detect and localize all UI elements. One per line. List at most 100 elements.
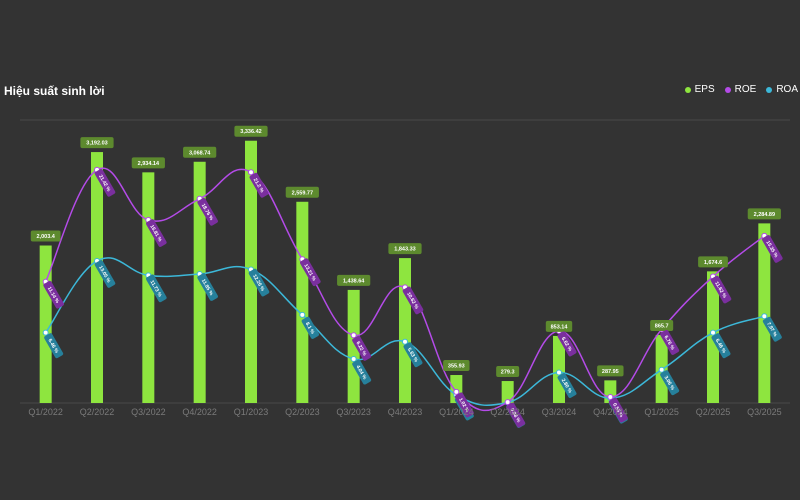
x-tick-label: Q2/2022 bbox=[80, 407, 115, 417]
line-label-box bbox=[300, 258, 321, 287]
x-tick-label: Q3/2024 bbox=[542, 407, 577, 417]
legend-label-eps: EPS bbox=[694, 84, 715, 95]
point-roe bbox=[504, 399, 511, 406]
bar-label-text: 3,192.03 bbox=[86, 141, 107, 147]
point-roa bbox=[761, 313, 768, 320]
x-tick-label: Q3/2022 bbox=[131, 407, 166, 417]
legend-swatch-roe bbox=[724, 86, 731, 93]
bar-label-text: 3,336.42 bbox=[240, 129, 261, 135]
line-label-box bbox=[44, 333, 64, 359]
x-tick-label: Q1/2024 bbox=[439, 407, 474, 417]
legend-label-roe: ROE bbox=[734, 84, 757, 95]
legend-item-roa[interactable]: ROA bbox=[766, 84, 798, 95]
line-label-box bbox=[249, 172, 269, 198]
bar-label-eps: 279.3 bbox=[496, 366, 520, 378]
chart-title: Hiệu suất sinh lời bbox=[4, 84, 105, 98]
line-label-box bbox=[352, 335, 372, 361]
bar-eps bbox=[758, 223, 771, 403]
bar-label-box bbox=[285, 186, 319, 198]
bar-label-eps: 853.14 bbox=[545, 320, 573, 332]
bar-label-box bbox=[131, 157, 165, 169]
point-roe bbox=[248, 169, 254, 176]
point-roa bbox=[556, 369, 562, 376]
line-label-box bbox=[146, 219, 167, 247]
bar-label-text: 2,284.89 bbox=[754, 212, 775, 218]
bar-label-eps: 865.7 bbox=[650, 319, 674, 331]
bar-label-eps: 3,336.42 bbox=[234, 125, 268, 137]
bar-label-text: 2,003.4 bbox=[36, 234, 55, 240]
line-label-box bbox=[301, 316, 319, 339]
x-tick-label: Q1/2022 bbox=[28, 407, 63, 417]
legend-item-eps[interactable]: EPS bbox=[684, 84, 715, 95]
bar-label-text: 1,674.6 bbox=[704, 260, 722, 266]
x-tick-label: Q2/2023 bbox=[285, 407, 320, 417]
bar-label-eps: 3,192.03 bbox=[80, 137, 114, 149]
legend: EPS ROE ROA bbox=[684, 84, 798, 95]
line-label-roa: 8.1 % bbox=[301, 316, 319, 339]
bar-label-text: 853.14 bbox=[551, 324, 569, 330]
bar-label-box bbox=[80, 137, 114, 149]
line-label-box bbox=[403, 342, 423, 368]
line-label-text: 8.1 % bbox=[304, 321, 316, 336]
bar-label-text: 3,068.74 bbox=[189, 150, 211, 156]
bar-label-eps: 287.95 bbox=[597, 365, 624, 377]
line-label-box bbox=[711, 333, 731, 359]
bar-eps bbox=[91, 152, 103, 403]
bar-label-eps: 1,843.33 bbox=[388, 243, 422, 255]
bar-label-text: 1,843.33 bbox=[394, 247, 415, 253]
line-label-box bbox=[710, 275, 732, 304]
x-tick-label: Q4/2022 bbox=[182, 407, 217, 417]
point-roa bbox=[42, 329, 49, 336]
bar-label-text: 2,559.77 bbox=[292, 190, 313, 196]
bar-label-eps: 1,438.64 bbox=[337, 274, 371, 286]
line-label-box bbox=[762, 235, 783, 263]
x-tick-label: Q4/2024 bbox=[593, 407, 628, 417]
bar-label-box bbox=[337, 274, 371, 286]
point-roa bbox=[658, 366, 665, 373]
x-tick-label: Q3/2025 bbox=[747, 407, 782, 417]
line-label-box bbox=[762, 316, 782, 342]
point-roe bbox=[453, 388, 460, 395]
bar-label-box bbox=[545, 320, 573, 332]
x-tick-label: Q1/2023 bbox=[234, 407, 269, 417]
bar-label-text: 287.95 bbox=[602, 369, 619, 375]
x-tick-label: Q2/2024 bbox=[490, 407, 525, 417]
bar-label-box bbox=[388, 243, 422, 255]
bar-label-box bbox=[597, 365, 624, 377]
bar-label-text: 279.3 bbox=[501, 370, 515, 376]
bar-label-box bbox=[698, 256, 728, 268]
bar-label-box bbox=[183, 146, 217, 158]
x-tick-label: Q1/2025 bbox=[644, 407, 679, 417]
bar-label-eps: 2,559.77 bbox=[285, 186, 319, 198]
point-roa bbox=[402, 338, 408, 345]
bar-label-eps: 2,284.89 bbox=[747, 208, 781, 220]
line-label-box bbox=[43, 280, 64, 309]
bar-label-eps: 355.93 bbox=[443, 360, 470, 372]
line-label-box bbox=[454, 392, 474, 418]
legend-item-roe[interactable]: ROE bbox=[724, 84, 757, 95]
line-label-box bbox=[352, 359, 372, 385]
point-roa bbox=[350, 356, 357, 363]
bar-label-box bbox=[496, 366, 520, 378]
bar-eps bbox=[296, 201, 309, 403]
x-tick-label: Q4/2023 bbox=[388, 407, 423, 417]
bar-eps bbox=[399, 258, 411, 403]
bar-label-eps: 2,934.14 bbox=[131, 157, 165, 169]
point-roa bbox=[710, 329, 716, 336]
bar-eps bbox=[501, 381, 514, 403]
line-label-box bbox=[402, 286, 424, 315]
line-label-box bbox=[557, 331, 577, 357]
line-label-box bbox=[94, 260, 116, 288]
bar-label-box bbox=[443, 360, 470, 372]
bar-label-box bbox=[650, 319, 674, 331]
bar-label-text: 2,934.14 bbox=[138, 161, 160, 167]
line-label-box bbox=[248, 268, 270, 297]
line-label-box bbox=[197, 273, 218, 301]
line-label-box bbox=[94, 169, 116, 197]
legend-swatch-eps bbox=[684, 86, 691, 93]
bar-label-text: 1,438.64 bbox=[343, 278, 365, 284]
point-roe bbox=[607, 394, 614, 401]
line-label-box bbox=[660, 329, 680, 355]
